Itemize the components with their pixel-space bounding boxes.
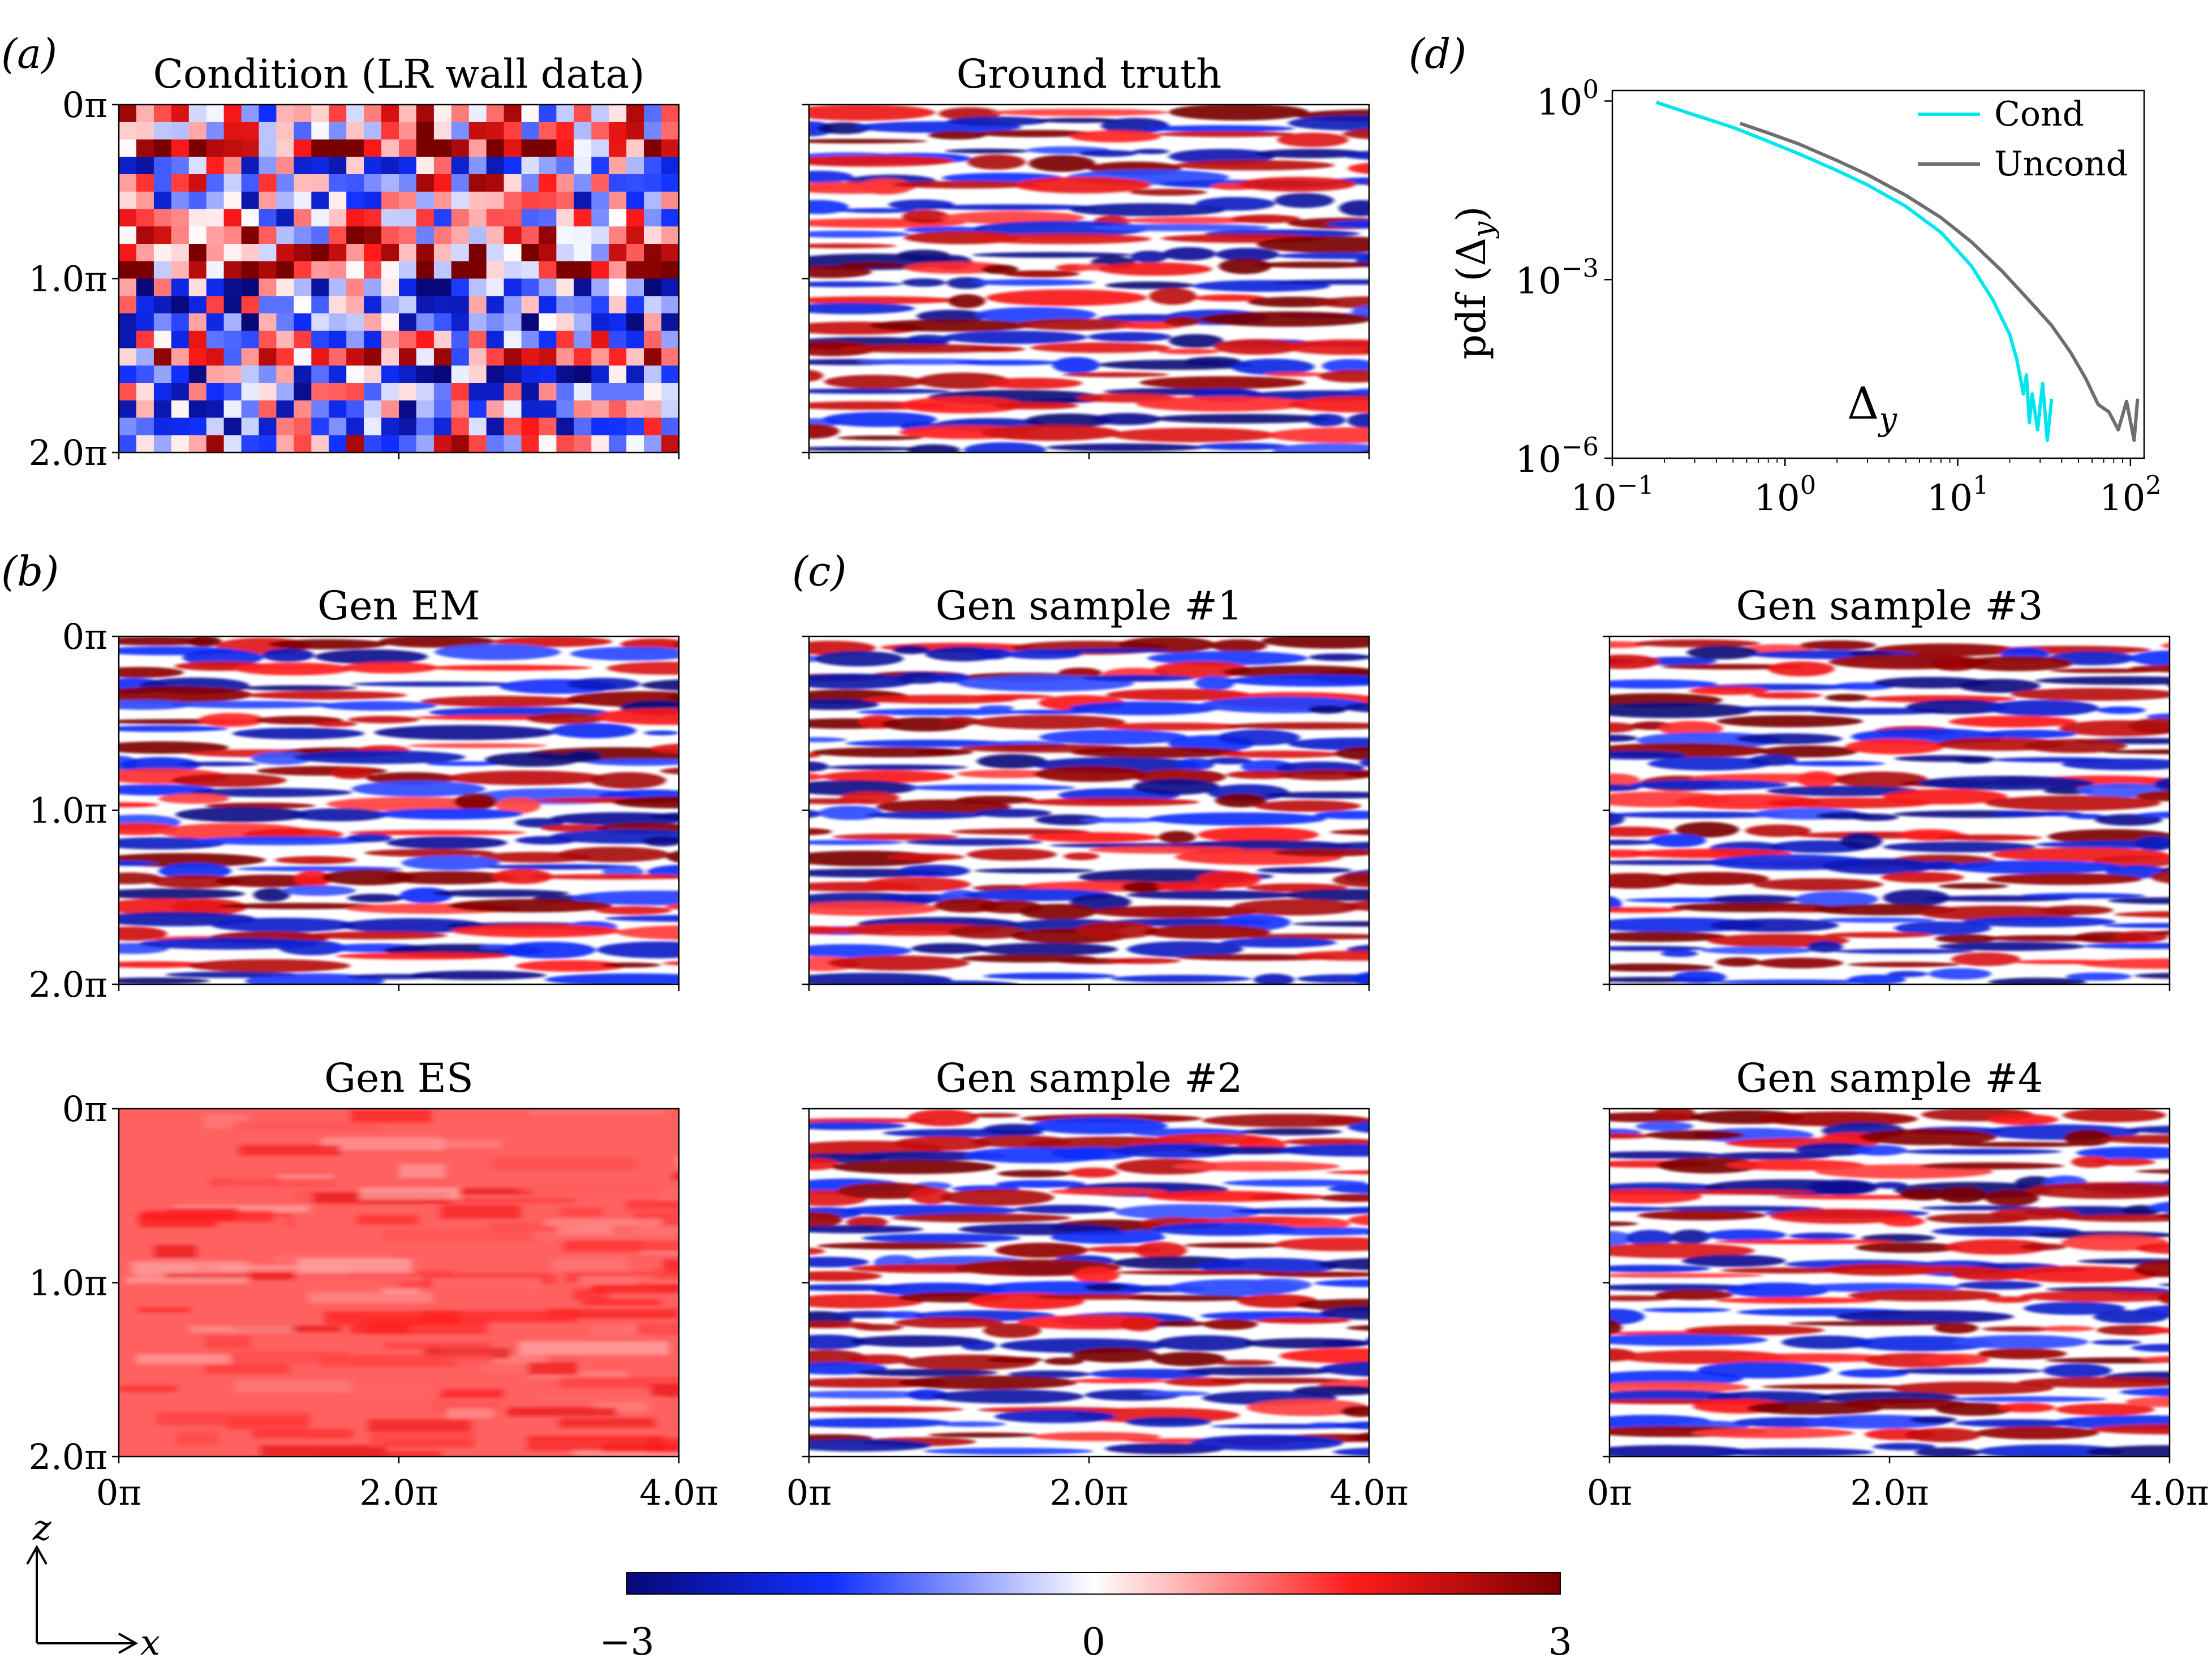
field-image-s4 xyxy=(1609,1109,2170,1457)
panel-title-s4: Gen sample #4 xyxy=(1736,1055,2043,1101)
panel-title-em: Gen EM xyxy=(317,583,480,629)
x-tick-label: 4.0π xyxy=(639,1472,718,1513)
x-direction-label: x xyxy=(140,1622,160,1663)
panel-letter-c: (c) xyxy=(792,548,847,595)
panel-title-es: Gen ES xyxy=(324,1055,474,1101)
colorbar-min-label: −3 xyxy=(599,1620,654,1664)
pdf-y-axis-label: pdf (Δy) xyxy=(1448,206,1500,359)
pdf-x-tick-label: 10−1 xyxy=(1570,470,1654,519)
legend-label-uncond: Uncond xyxy=(1994,144,2128,184)
pdf-x-tick-label: 102 xyxy=(2099,470,2162,519)
field-panels: Condition (LR wall data) 0π 1.0π 2.0π Ground… xyxy=(29,51,2209,1513)
x-tick-label: 2.0π xyxy=(1049,1472,1128,1513)
z-tick-label: 2.0π xyxy=(29,964,107,1005)
x-tick-label: 0π xyxy=(1587,1472,1632,1513)
field-image-em xyxy=(119,636,679,984)
pdf-y-ticks: 100 10−3 10−6 xyxy=(1516,75,1612,481)
panel-title-gt: Ground truth xyxy=(957,51,1222,97)
pdf-chart: 10−1 100 101 102 100 10−3 10−6 pdf (Δy) Δy Co… xyxy=(1448,75,2162,519)
series-line-cond xyxy=(1655,101,2054,442)
colorbar-gradient xyxy=(626,1572,1561,1595)
pdf-legend: Cond Uncond xyxy=(1918,94,2128,184)
field-image-s1 xyxy=(809,636,1369,984)
panel-title-s2: Gen sample #2 xyxy=(936,1055,1243,1101)
panel-title-cond: Condition (LR wall data) xyxy=(153,51,644,97)
field-image-s3 xyxy=(1609,636,2170,984)
x-tick-label: 4.0π xyxy=(2130,1472,2209,1513)
z-arrow-head xyxy=(26,1544,48,1565)
field-image-es xyxy=(119,1109,679,1457)
z-tick-label: 1.0π xyxy=(29,790,107,832)
pdf-x-tick-label: 101 xyxy=(1927,470,1989,519)
pdf-y-tick-label: 10−6 xyxy=(1516,432,1599,481)
colorbar-mid-label: 0 xyxy=(1082,1620,1105,1664)
x-tick-label: 0π xyxy=(786,1472,832,1513)
x-arrow-head xyxy=(118,1633,139,1654)
field-panel-s1: Gen sample #1 xyxy=(802,583,1370,991)
pdf-x-ticks: 10−1 100 101 102 xyxy=(1570,458,2162,519)
panel-title-s1: Gen sample #1 xyxy=(936,583,1243,629)
axes-direction-indicator: z x xyxy=(26,1507,160,1663)
pdf-series-lines xyxy=(1655,101,2140,442)
panel-letter-d: (d) xyxy=(1409,30,1466,77)
legend-label-cond: Cond xyxy=(1994,94,2084,134)
series-line-uncond xyxy=(1740,122,2140,442)
colorbar: −3 0 3 xyxy=(599,1572,1572,1664)
z-direction-label: z xyxy=(32,1507,51,1548)
panel-title-s3: Gen sample #3 xyxy=(1736,583,2043,629)
x-tick-label: 2.0π xyxy=(1850,1472,1929,1513)
field-panel-cond: Condition (LR wall data) 0π 1.0π 2.0π xyxy=(29,51,680,473)
x-tick-label: 0π xyxy=(96,1472,141,1513)
panel-letter-a: (a) xyxy=(1,30,57,77)
pdf-x-tick-label: 100 xyxy=(1754,470,1816,519)
field-image-s2 xyxy=(809,1109,1369,1457)
field-image-gt xyxy=(809,105,1369,453)
pdf-y-tick-label: 100 xyxy=(1537,75,1599,124)
colorbar-max-label: 3 xyxy=(1548,1620,1572,1664)
panel-letter-b: (b) xyxy=(1,548,59,595)
field-image-cond xyxy=(119,105,679,453)
z-tick-label: 2.0π xyxy=(29,432,107,473)
pdf-annotation: Δy xyxy=(1847,378,1897,438)
z-tick-label: 0π xyxy=(62,616,107,657)
field-panel-em: Gen EM 0π 1.0π 2.0π xyxy=(29,583,680,1005)
pdf-y-tick-label: 10−3 xyxy=(1516,253,1599,302)
pdf-plot-frame xyxy=(1611,89,2145,459)
x-tick-label: 2.0π xyxy=(359,1472,438,1513)
z-tick-label: 0π xyxy=(62,84,107,126)
z-tick-label: 1.0π xyxy=(29,259,107,300)
field-panel-s2: Gen sample #2 0π 2.0π 4.0π xyxy=(786,1055,1409,1513)
field-panel-gt: Ground truth xyxy=(802,51,1370,459)
field-panel-s3: Gen sample #3 xyxy=(1603,583,2171,991)
x-tick-label: 4.0π xyxy=(1329,1472,1408,1513)
z-tick-label: 2.0π xyxy=(29,1436,107,1478)
z-tick-label: 1.0π xyxy=(29,1263,107,1304)
z-tick-label: 0π xyxy=(62,1088,107,1130)
field-panel-s4: Gen sample #4 0π 2.0π 4.0π xyxy=(1587,1055,2209,1513)
